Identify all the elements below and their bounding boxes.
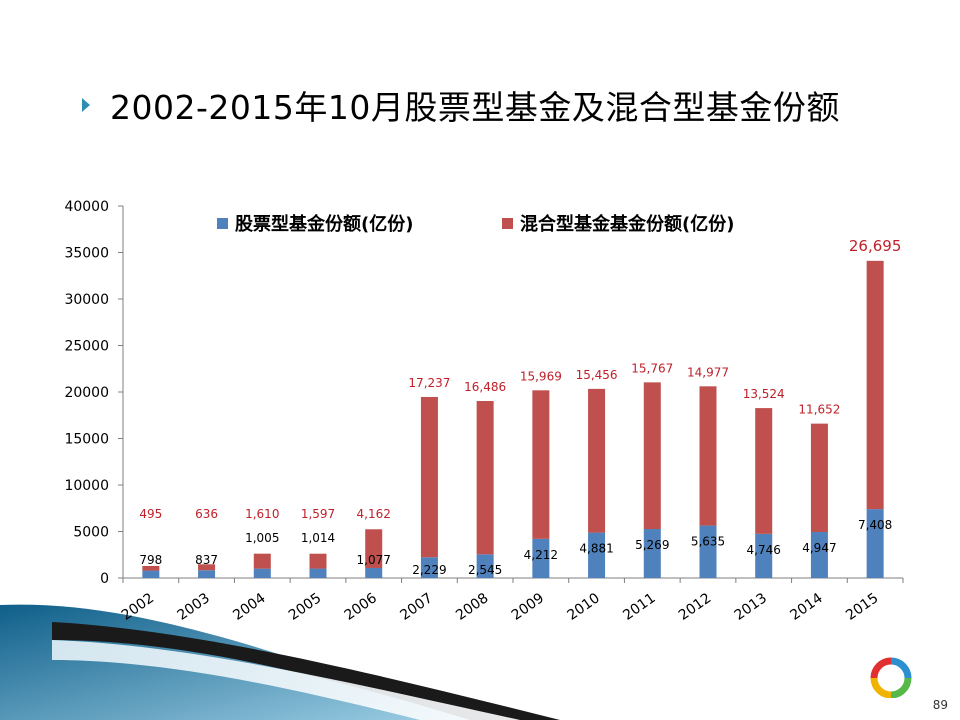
bar-mixed: [810, 423, 828, 532]
y-tick-label: 15000: [64, 432, 109, 448]
x-tick-label: 2015: [843, 590, 881, 624]
bar-mixed: [142, 565, 160, 571]
logo-icon: [868, 656, 914, 702]
y-tick-label: 0: [100, 571, 109, 587]
x-tick-label: 2010: [564, 590, 602, 624]
data-label-stock: 4,881: [579, 542, 613, 556]
bar-stock: [588, 532, 606, 578]
legend-label-stock: 股票型基金份额(亿份): [234, 213, 413, 235]
data-label-mixed: 1,610: [245, 507, 279, 521]
data-label-mixed: 15,767: [631, 361, 673, 375]
data-label-mixed: 15,969: [520, 369, 562, 383]
bar-stock: [532, 538, 550, 578]
bar-mixed: [253, 553, 271, 569]
data-label-stock: 1,014: [301, 531, 335, 545]
bullet-arrow-icon: [82, 98, 90, 112]
data-label-mixed: 13,524: [743, 387, 785, 401]
bar-stock: [810, 531, 828, 578]
x-tick-label: 2012: [676, 590, 714, 624]
data-label-stock: 1,077: [357, 553, 391, 567]
data-label-stock: 5,269: [635, 538, 669, 552]
data-label-stock: 7,408: [858, 518, 892, 532]
chart-axes: 0 5000 10000 15000 20000 25000 30000 35000 40000…: [64, 199, 904, 624]
bar-mixed: [755, 408, 773, 534]
data-label-mixed: 4,162: [357, 507, 391, 521]
y-tick-label: 30000: [64, 292, 109, 308]
slide-title: 2002-2015年10月股票型基金及混合型基金份额: [82, 82, 840, 128]
bar-stock: [198, 570, 216, 578]
data-label-stock: 2,229: [412, 563, 446, 577]
bar-stock: [142, 570, 160, 578]
data-label-mixed: 15,456: [576, 368, 618, 382]
bar-stock: [309, 568, 327, 578]
title-text: 2002-2015年10月股票型基金及混合型基金份额: [110, 88, 840, 127]
x-tick-label: 2008: [453, 590, 491, 624]
bar-mixed: [588, 388, 606, 533]
decorative-swoosh: [0, 604, 560, 720]
data-label-stock: 5,635: [691, 535, 725, 549]
bar-mixed: [309, 553, 327, 569]
bar-stock: [365, 567, 383, 578]
x-tick-label: 2014: [787, 590, 825, 624]
data-label-stock: 4,746: [747, 543, 781, 557]
data-label-mixed: 11,652: [798, 403, 840, 417]
y-tick-label: 35000: [64, 246, 109, 262]
data-label-mixed: 16,486: [464, 380, 506, 394]
chart-bars: [142, 260, 884, 578]
bar-stock: [643, 528, 661, 578]
bar-mixed: [532, 390, 550, 539]
page-number: 89: [932, 698, 948, 712]
x-tick-label: 2006: [342, 590, 380, 624]
bar-stock: [755, 533, 773, 578]
x-tick-label: 2007: [397, 590, 435, 624]
chart-legend: 股票型基金份额(亿份) 混合型基金基金份额(亿份): [217, 213, 734, 235]
y-tick-label: 25000: [64, 339, 109, 355]
bar-mixed: [420, 396, 438, 558]
data-label-stock: 2,545: [468, 563, 502, 577]
data-label-stock: 1,005: [245, 531, 279, 545]
legend-swatch-mixed: [502, 218, 513, 229]
x-tick-label: 2004: [230, 590, 268, 624]
data-label-stock: 4,947: [802, 541, 836, 555]
data-label-mixed: 1,597: [301, 507, 335, 521]
data-label-mixed: 14,977: [687, 365, 729, 379]
y-tick-label: 5000: [73, 525, 109, 541]
data-label-mixed: 26,695: [849, 237, 902, 255]
y-tick-label: 10000: [64, 478, 109, 494]
data-label-mixed: 636: [195, 507, 218, 521]
y-tick-label: 20000: [64, 385, 109, 401]
data-label-mixed: 495: [139, 507, 162, 521]
legend-label-mixed: 混合型基金基金份额(亿份): [520, 213, 734, 235]
bar-stock: [699, 525, 717, 578]
bar-mixed: [198, 564, 216, 571]
x-tick-label: 2011: [620, 590, 658, 624]
legend-swatch-stock: [217, 218, 228, 229]
x-tick-label: 2013: [732, 590, 770, 624]
bar-mixed: [866, 260, 884, 510]
bar-mixed: [699, 386, 717, 526]
bar-mixed: [476, 401, 494, 555]
y-tick-label: 40000: [64, 199, 109, 215]
data-label-stock: 4,212: [524, 548, 558, 562]
chart-data-labels: 495 798 636 837 1,610 1,005 1,597 1,014 4,162 1,0…: [139, 237, 901, 577]
data-label-stock: 837: [195, 553, 218, 567]
bar-mixed: [365, 529, 383, 568]
x-tick-label: 2003: [174, 590, 212, 624]
bar-stock: [253, 568, 271, 578]
bar-mixed: [643, 382, 661, 529]
bar-stock: [420, 557, 438, 578]
bar-stock: [476, 554, 494, 578]
bar-stock: [866, 509, 884, 578]
x-tick-label: 2005: [286, 590, 324, 624]
data-label-stock: 798: [139, 553, 162, 567]
data-label-mixed: 17,237: [408, 376, 450, 390]
x-tick-label: 2009: [509, 590, 547, 624]
